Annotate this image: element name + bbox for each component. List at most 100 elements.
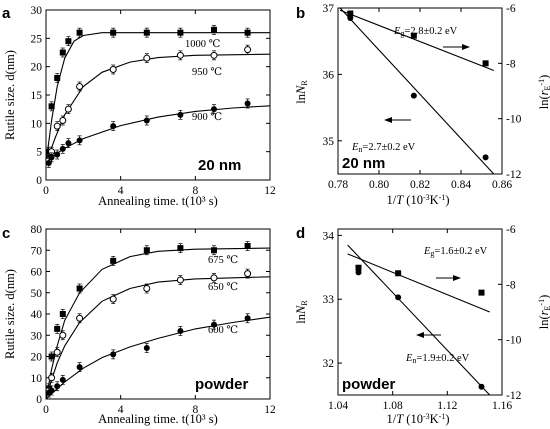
- fit-line-b-0: [339, 9, 495, 72]
- y-axis-right-label-b: ln(rE-1): [537, 75, 550, 110]
- data-point-a-0: [59, 49, 66, 56]
- data-point-a-0: [48, 103, 55, 110]
- label-650c: 650 ℃: [208, 282, 238, 293]
- y-tick-label-b: 35: [323, 136, 335, 148]
- data-point-d-0: [395, 270, 402, 277]
- data-point-a-1: [176, 51, 184, 59]
- y-axis-left-label-b: lnNR: [294, 80, 309, 104]
- y-right-tick-label-b: -12: [506, 169, 522, 181]
- data-point-d-0: [478, 289, 485, 296]
- data-point-c-2: [177, 328, 184, 334]
- y-tick-label-a: 30: [31, 5, 43, 17]
- x-tick-label-c: 12: [264, 404, 276, 416]
- data-point-a-1: [76, 83, 84, 90]
- panel-a: a 0 4 8 12 0 5 10 15 20 25 30 1000 ℃ 950 ℃ 900 ℃ 2…: [2, 5, 276, 208]
- label-950c: 950 ℃: [192, 67, 222, 78]
- y-right-tick-label-b: -10: [506, 114, 522, 126]
- y-tick-label-c: 50: [31, 288, 43, 300]
- label-1000c: 1000 ℃: [185, 39, 221, 50]
- y-tick-label-d: 32: [323, 358, 335, 370]
- panel-letter-c: c: [2, 225, 10, 242]
- y-tick-label-a: 15: [31, 90, 43, 102]
- data-point-b-0: [482, 60, 489, 67]
- y-tick-label-a: 25: [31, 33, 43, 45]
- data-point-a-2: [54, 151, 61, 158]
- arrow-right-d: [436, 275, 461, 281]
- data-point-a-0: [211, 26, 217, 33]
- data-point-c-0: [143, 247, 150, 254]
- annotation-eg-d: Eg=1.6±0.2 eV: [423, 246, 488, 258]
- y-axis-left-label-d: lnNR: [294, 300, 309, 324]
- data-point-c-2: [54, 383, 61, 390]
- data-point-c-2: [110, 351, 117, 358]
- y-tick-label-c: 60: [31, 267, 43, 279]
- y-tick-label-c: 40: [31, 309, 43, 321]
- arrow-left-b: [384, 117, 411, 123]
- data-point-c-1: [176, 276, 184, 284]
- data-point-a-2: [211, 106, 217, 113]
- panel-b: b 0.78 0.80 0.82 0.84 0.86 35 36 37 -6 -8 -10 -12 E…: [294, 3, 550, 207]
- y-axis-label-c: Rutile size. d(nm): [3, 269, 17, 359]
- data-point-a-2: [65, 140, 72, 147]
- y-tick-label-b: 37: [323, 3, 335, 15]
- data-point-a-1: [59, 117, 67, 124]
- x-tick-label-d: 1.08: [383, 400, 403, 412]
- data-point-a-0: [143, 29, 150, 36]
- data-point-a-0: [54, 75, 61, 81]
- data-point-a-1: [244, 46, 252, 54]
- data-point-c-1: [244, 270, 252, 278]
- data-point-a-0: [244, 29, 251, 36]
- x-tick-label-d: 1.04: [328, 400, 348, 412]
- panel-letter-b: b: [296, 5, 305, 22]
- fit-line-c-1: [45, 276, 271, 400]
- data-point-b-1: [347, 14, 354, 21]
- plot-area-a: 0 4 8 12 0 5 10 15 20 25 30: [31, 5, 277, 197]
- data-point-c-1: [59, 331, 67, 339]
- panel-tag-a: 20 nm: [198, 157, 241, 174]
- panel-letter-a: a: [2, 5, 11, 22]
- label-675c: 675 ℃: [208, 255, 238, 266]
- data-point-a-2: [244, 100, 251, 107]
- panel-letter-d: d: [296, 225, 305, 242]
- y-right-tick-label-d: -12: [506, 390, 522, 402]
- data-point-c-0: [244, 243, 251, 249]
- data-point-a-1: [53, 122, 61, 130]
- y-tick-label-c: 70: [31, 245, 43, 257]
- data-point-a-2: [45, 160, 52, 166]
- data-point-a-2: [177, 111, 184, 118]
- y-tick-label-a: 5: [36, 147, 42, 159]
- panel-tag-b: 20 nm: [342, 155, 385, 172]
- panel-tag-d: powder: [342, 376, 395, 393]
- data-point-c-2: [59, 376, 66, 383]
- data-point-a-0: [65, 38, 72, 45]
- y-right-tick-label-d: -6: [506, 224, 516, 236]
- x-tick-label-b: 0.86: [492, 179, 512, 191]
- data-point-a-0: [110, 29, 117, 36]
- plot-area-c: 0 4 8 12 0 10 20 30 40 50 60 70 80: [31, 224, 277, 416]
- x-axis-label-a: Annealing time. t(10³ s): [98, 194, 218, 208]
- data-point-c-1: [48, 374, 56, 382]
- x-tick-label-c: 8: [192, 404, 198, 416]
- y-tick-label-a: 0: [36, 175, 42, 187]
- data-point-b-1: [482, 154, 489, 161]
- data-point-a-1: [109, 66, 117, 73]
- y-tick-label-c: 80: [31, 224, 43, 236]
- plot-frame-d: [337, 228, 503, 396]
- data-point-c-0: [76, 285, 83, 292]
- y-tick-label-c: 0: [36, 394, 42, 406]
- x-tick-label-a: 8: [192, 185, 198, 197]
- y-tick-label-c: 10: [31, 373, 43, 385]
- data-point-b-0: [347, 10, 354, 17]
- data-point-c-2: [143, 345, 150, 351]
- x-tick-label-b: 0.84: [451, 179, 471, 191]
- y-right-tick-label-b: -8: [506, 58, 516, 70]
- data-point-c-2: [76, 364, 83, 371]
- data-point-c-2: [48, 387, 55, 394]
- data-point-c-1: [76, 314, 84, 322]
- data-point-d-1: [355, 269, 362, 276]
- x-tick-label-d: 1.12: [437, 400, 457, 412]
- fit-line-a-0: [45, 32, 270, 164]
- fit-line-b-1: [339, 7, 495, 175]
- annotation-en-b: En=2.7±0.2 eV: [351, 142, 416, 154]
- x-tick-label-d: 1.16: [492, 400, 512, 412]
